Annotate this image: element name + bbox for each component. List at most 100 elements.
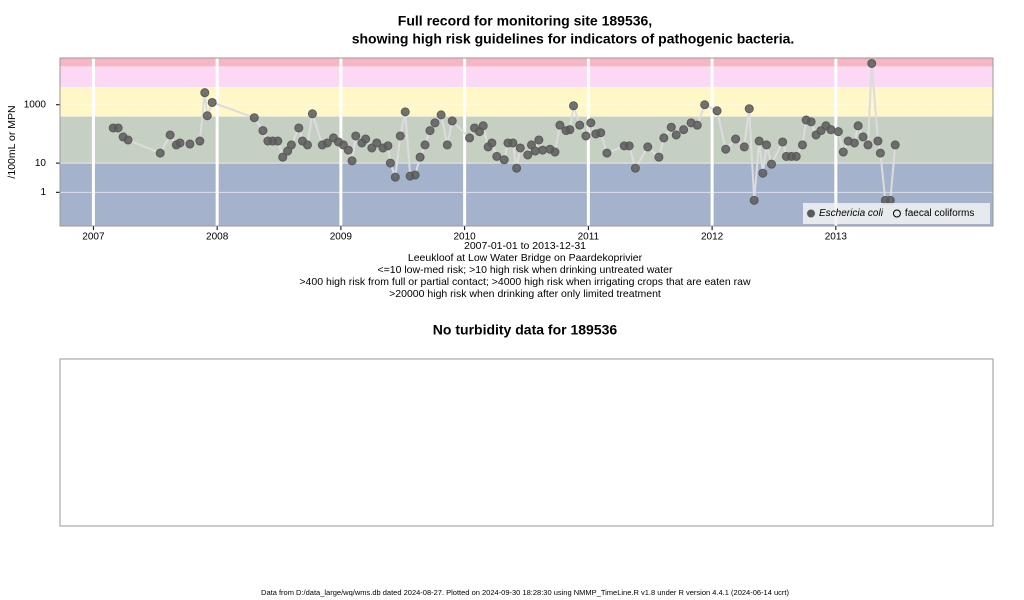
note: 2007-01-01 to 2013-12-31 [464,240,586,252]
point [671,130,681,140]
point [630,163,640,173]
point [858,132,868,142]
point [581,131,591,141]
point [478,121,488,131]
point [596,128,606,138]
x-tick-label: 2010 [454,232,477,243]
point [185,139,195,149]
point [712,106,722,116]
point [202,111,212,121]
risk-band [60,87,993,117]
point [838,147,848,157]
legend-marker [892,209,901,218]
point [806,117,816,127]
point [565,125,575,135]
point [867,58,877,68]
point [395,131,405,141]
note: <=10 low-med risk; >10 high risk when dr… [377,264,673,276]
point [550,147,560,157]
point [155,148,165,158]
point [447,116,457,126]
risk-band [60,58,993,67]
note: >400 high risk from full or partial cont… [299,276,751,288]
legend-label: faecal coliforms [905,208,974,219]
point [175,138,185,148]
point [762,140,772,150]
point [195,136,205,146]
plot-frame [59,57,994,227]
point [758,168,768,178]
point [307,109,317,119]
point [415,152,425,162]
point [833,127,843,137]
point [200,88,210,98]
point [278,152,288,162]
y-tick-label: 10 [35,158,47,169]
point [258,126,268,136]
point [390,172,400,182]
point [692,120,702,130]
plot: 2007 2008 2009 2010 2011 2012 2013 1 10 1000 Esche… [24,57,994,243]
footer: Data from D:/data_large/wq/wms.db dated … [261,588,789,597]
y-tick-label: 1 [40,187,46,198]
point [778,137,788,147]
legend-label: Eschericia coli [819,208,884,219]
point [207,97,217,107]
point [302,140,312,150]
point [791,151,801,161]
point [853,121,863,131]
x-tick-label: 2012 [701,232,724,243]
point [113,123,123,133]
point [442,140,452,150]
point [487,138,497,148]
point [383,141,393,151]
point [361,134,371,144]
point [659,133,669,143]
point [385,158,395,168]
y-axis-label: /100mL or MPN [6,105,18,178]
point [624,141,634,151]
point [749,195,759,205]
point [863,140,873,150]
point [826,125,836,135]
point [538,145,548,155]
point [586,118,596,128]
point [508,138,518,148]
point [797,140,807,150]
point [666,122,676,132]
point [347,156,357,166]
point [372,138,382,148]
point [436,110,446,120]
x-tick-label: 2013 [825,232,848,243]
point [721,144,731,154]
point [739,142,749,152]
point [523,150,533,160]
point [744,104,754,114]
point [410,170,420,180]
point [425,126,435,136]
risk-band [60,66,993,88]
y-tick-label: 1000 [24,99,47,110]
x-tick-label: 2011 [578,232,600,243]
point [294,123,304,133]
chart-subtitle: showing high risk guidelines for indicat… [352,31,795,47]
point [575,120,585,130]
point [754,136,764,146]
point [123,135,133,145]
point [602,148,612,158]
point [530,146,540,156]
point [273,136,283,146]
point [731,134,741,144]
point [430,118,440,128]
legend-marker [807,209,815,218]
point [400,107,410,117]
point [700,100,710,110]
point [322,138,332,148]
point [351,131,361,141]
point [343,145,353,155]
point [555,120,565,130]
point [643,142,653,152]
point [465,133,475,143]
point [492,151,502,161]
